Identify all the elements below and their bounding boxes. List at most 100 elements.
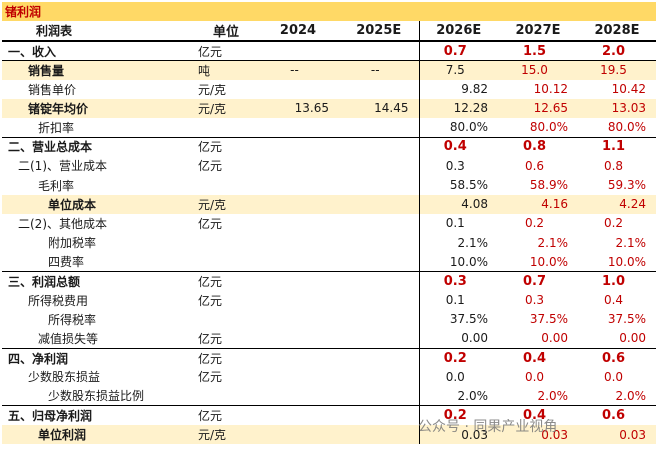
cell-value (339, 176, 419, 195)
row-label: 销售单价 (28, 82, 77, 97)
cell-value (257, 41, 339, 61)
cell-value (339, 386, 419, 407)
cell-value: 2.0% (578, 386, 656, 407)
table-row: 五、归母净利润 亿元 0.2 0.4 0.6 (2, 405, 656, 425)
cell-value (257, 194, 339, 214)
cell-value (257, 348, 339, 367)
cell-value (339, 233, 419, 252)
cell-value: 0.0 (603, 369, 624, 384)
cell-value (339, 117, 419, 138)
cell-value (257, 214, 339, 233)
cell-value: 59.3% (607, 178, 646, 193)
row-unit: 元/克 (195, 194, 257, 214)
cell-value (257, 291, 339, 310)
cell-value: 0.3 (418, 156, 498, 176)
cell-value: 0.7 (418, 41, 498, 61)
cell-value: 0.0 (524, 369, 545, 384)
table-row: 一、收入 亿元 0.7 1.5 2.0 (2, 41, 656, 61)
row-unit: 亿元 (198, 351, 223, 366)
cell-value: 0.1 (418, 290, 498, 310)
cell-value: 2.0% (418, 386, 498, 407)
cell-value (257, 252, 339, 272)
row-label: 少数股东损益比例 (2, 386, 195, 407)
row-label: 毛利率 (38, 178, 75, 193)
cell-value: 10.42 (611, 82, 646, 97)
row-label: 销售量 (2, 60, 195, 80)
cell-value (257, 310, 339, 329)
cell-value (339, 156, 419, 175)
table-row: 二(1)、营业成本 亿元 0.3 0.6 0.8 (2, 156, 656, 176)
cell-value (339, 348, 419, 367)
table-row: 销售单价 元/克 9.82 10.12 10.42 (2, 79, 656, 99)
row-unit (195, 233, 257, 252)
table-row: 所得税率 37.5% 37.5% 37.5% (2, 309, 656, 329)
row-label: 折扣率 (2, 117, 195, 138)
cell-value: 58.9% (529, 178, 568, 193)
cell-value (257, 117, 339, 138)
cell-value (257, 329, 339, 349)
cell-value: 0.3 (524, 293, 545, 308)
row-label: 二(2)、其他成本 (18, 216, 107, 231)
cell-value: 37.5% (607, 312, 646, 327)
cell-value (257, 156, 339, 175)
cell-value: 2.0% (498, 386, 578, 407)
cell-value: 7.5 (418, 60, 498, 80)
cell-value (339, 41, 419, 61)
row-label: 所得税费用 (28, 293, 89, 308)
row-label: 单位利润 (2, 424, 195, 445)
table-row: 少数股东损益比例 2.0% 2.0% 2.0% (2, 386, 656, 407)
year-2028e: 2028E (578, 21, 656, 43)
cell-value: 0.8 (603, 158, 624, 173)
row-unit: 亿元 (198, 216, 223, 231)
row-unit: 亿元 (198, 409, 223, 424)
table-row: 三、利润总额 亿元 0.3 0.7 1.0 (2, 271, 656, 291)
cell-value (257, 406, 339, 425)
cell-value: 0.4 (603, 293, 624, 308)
cell-value: 0.6 (524, 158, 545, 173)
cell-value (339, 214, 419, 233)
cell-value: 1.0 (601, 273, 626, 289)
row-unit (195, 252, 257, 272)
row-label: 五、归母净利润 (8, 409, 93, 424)
cell-value (257, 367, 339, 386)
row-label: 四费率 (2, 252, 195, 272)
table-title: 锗利润 (2, 2, 195, 22)
cell-value: 0.6 (601, 408, 626, 424)
table-row: 销售量吨 -- -- 7.5 15.0 19.5 (2, 60, 656, 80)
cell-value: 14.45 (339, 98, 419, 118)
row-unit: 元/克 (195, 424, 257, 445)
row-label: 所得税率 (48, 312, 97, 327)
table-row: 单位利润 元/克 0.03 0.03 0.03 (2, 424, 656, 445)
row-unit: 吨 (195, 60, 257, 80)
cell-value (257, 80, 339, 99)
cell-value: 0.8 (522, 139, 547, 155)
cell-value: 0.7 (522, 273, 547, 289)
cell-value: -- (257, 60, 339, 80)
cell-value: 0.00 (578, 329, 656, 349)
cell-value: 10.0% (418, 252, 498, 272)
cell-value: 0.2 (603, 216, 624, 231)
row-unit (195, 386, 257, 407)
cell-value: 2.1% (418, 233, 498, 253)
header-unit: 单位 (195, 21, 257, 43)
table-row: 少数股东损益 亿元 0.0 0.0 0.0 (2, 367, 656, 387)
table-row: 四、净利润 亿元 0.2 0.4 0.6 (2, 348, 656, 368)
row-unit: 亿元 (195, 41, 257, 61)
cell-value: 0.2 (418, 348, 498, 368)
year-2026e: 2026E (418, 21, 498, 43)
cell-value (339, 80, 419, 99)
cell-value: 0.03 (578, 424, 656, 445)
cell-value: 0.3 (418, 271, 498, 291)
cell-value: 80.0% (578, 117, 656, 138)
cell-value: 1.5 (498, 41, 578, 61)
cell-value: 80.0% (498, 117, 578, 138)
cell-value (339, 252, 419, 272)
table-row: 二(2)、其他成本 亿元 0.1 0.2 0.2 (2, 213, 656, 234)
cell-value: 0.4 (418, 137, 498, 157)
row-label: 附加税率 (48, 236, 97, 251)
table-row: 附加税率 2.1% 2.1% 2.1% (2, 233, 656, 253)
cell-value: -- (339, 60, 419, 80)
row-label: 四、净利润 (8, 351, 69, 366)
profit-table-sheet: 锗利润 利润表 单位 2024 2025E 2026E 2027E 2028E … (2, 2, 656, 445)
cell-value (339, 310, 419, 329)
